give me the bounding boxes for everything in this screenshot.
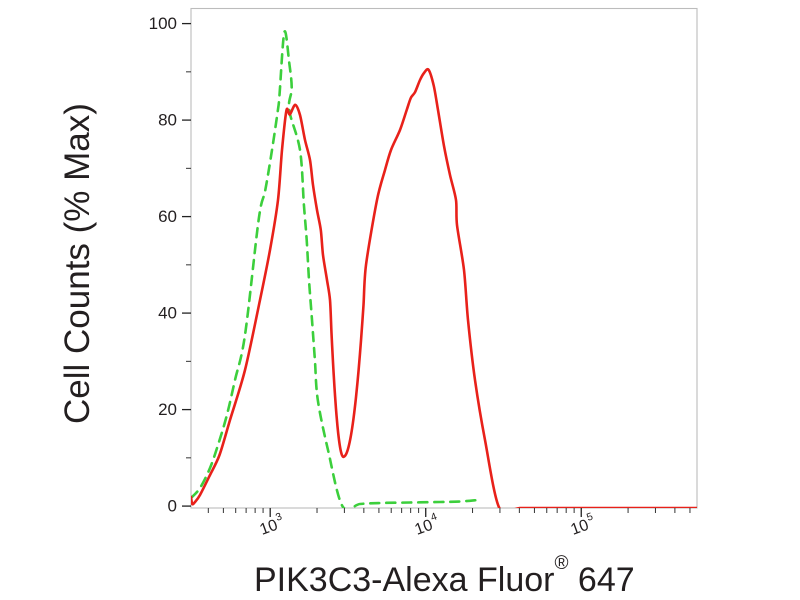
svg-text:0: 0	[168, 497, 177, 516]
svg-text:20: 20	[158, 400, 177, 419]
svg-text:100: 100	[149, 14, 177, 33]
svg-text:60: 60	[158, 207, 177, 226]
svg-text:80: 80	[158, 111, 177, 130]
svg-text:40: 40	[158, 304, 177, 323]
